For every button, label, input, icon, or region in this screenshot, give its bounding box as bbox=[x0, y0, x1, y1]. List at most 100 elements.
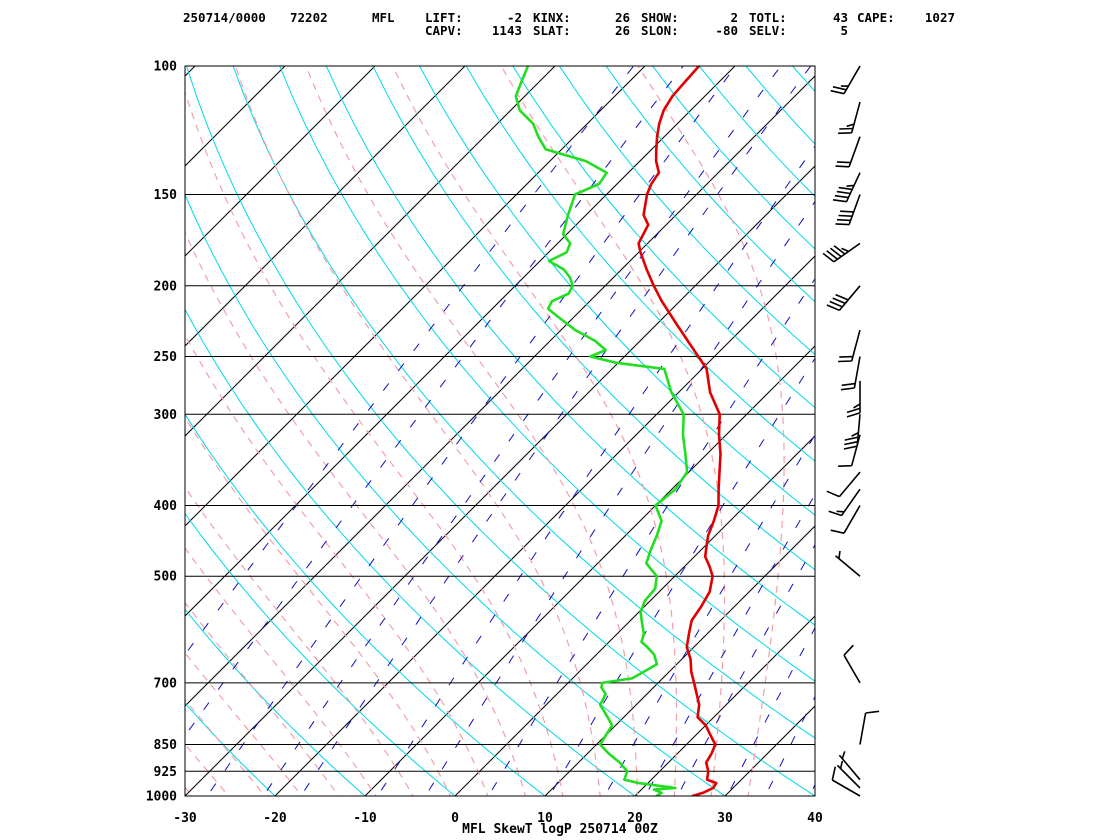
dry-adiabat-line bbox=[279, 66, 815, 682]
wind-barb bbox=[836, 760, 861, 789]
mixing-ratio-line bbox=[262, 66, 782, 796]
mixing-ratio-line bbox=[206, 66, 737, 796]
isotherm-line bbox=[364, 345, 815, 796]
dry-adiabat-line bbox=[418, 66, 815, 516]
dry-adiabat-line bbox=[185, 66, 815, 796]
wind-barb bbox=[843, 414, 861, 450]
isotherm-line bbox=[0, 33, 48, 812]
moist-adiabat-line bbox=[234, 66, 601, 796]
wind-barb bbox=[838, 751, 861, 781]
wind-barb bbox=[832, 172, 861, 203]
header-capv-value: 1143 bbox=[492, 23, 522, 38]
header-selv-value: 5 bbox=[840, 23, 848, 38]
moist-adiabat-line bbox=[185, 743, 230, 796]
wind-barbs bbox=[822, 65, 880, 797]
dry-adiabat-line bbox=[185, 413, 546, 796]
mixing-ratio-line bbox=[300, 66, 812, 796]
isotherm-line bbox=[185, 66, 556, 437]
header-station-time: 250714/0000 bbox=[183, 10, 266, 25]
header-show-label: SHOW: bbox=[641, 10, 679, 25]
temperature-axis-labels: -30 -20 -10 0 10 20 30 40 bbox=[173, 811, 823, 826]
background-lines bbox=[0, 33, 1120, 812]
dry-adiabat-line bbox=[185, 512, 456, 796]
dry-adiabat-line bbox=[512, 66, 815, 409]
temperature-tick-label: 20 bbox=[627, 811, 643, 826]
wind-barb bbox=[831, 766, 861, 797]
wind-barb bbox=[838, 101, 861, 135]
moist-adiabat-line bbox=[185, 698, 266, 796]
temperature-tick-label: -30 bbox=[173, 811, 197, 826]
dry-adiabat-line bbox=[605, 66, 815, 303]
isotherm-line bbox=[454, 435, 815, 796]
header-cape-label: CAPE: bbox=[857, 10, 895, 25]
wind-barb bbox=[835, 136, 861, 168]
pressure-tick-label: 925 bbox=[154, 765, 177, 780]
moist-adiabat-line bbox=[185, 90, 564, 796]
pressure-tick-label: 400 bbox=[154, 499, 178, 514]
pressure-axis-labels: 100 150 200 250 300 400 500 700 850 925 1000 bbox=[146, 60, 177, 805]
temperature-tick-label: 10 bbox=[537, 811, 553, 826]
isotherm-line bbox=[185, 75, 815, 707]
mixing-ratio-line bbox=[726, 626, 815, 796]
header-capv-label: CAPV: bbox=[425, 23, 463, 38]
header-cape-value: 1027 bbox=[925, 10, 955, 25]
wind-barb bbox=[830, 505, 861, 534]
wind-barb bbox=[838, 434, 861, 467]
isotherm-line bbox=[724, 705, 815, 796]
footer-title: MFL SkewT logP 250714 00Z bbox=[462, 822, 658, 837]
temperature-tick-label: 40 bbox=[807, 811, 823, 826]
header-lift-value: -2 bbox=[507, 10, 522, 25]
temperature-tick-label: -10 bbox=[353, 811, 377, 826]
mixing-ratio-line bbox=[604, 434, 815, 796]
isotherm-line bbox=[814, 795, 815, 796]
header-show-value: 2 bbox=[730, 10, 738, 25]
dry-adiabat-line bbox=[651, 66, 815, 250]
temperature-tick-label: 30 bbox=[717, 811, 733, 826]
isotherm-line bbox=[185, 165, 815, 796]
moist-adiabat-line bbox=[637, 66, 785, 796]
isotherm-line bbox=[274, 255, 815, 796]
header-slon-label: SLON: bbox=[641, 23, 679, 38]
profiles bbox=[514, 66, 722, 796]
isotherm-line bbox=[185, 66, 376, 257]
mixing-ratio-line bbox=[644, 493, 815, 796]
pressure-tick-label: 850 bbox=[154, 738, 178, 753]
temperature-tick-label: -20 bbox=[263, 811, 287, 826]
mixing-ratio-line bbox=[549, 357, 815, 796]
dry-adiabat-line bbox=[900, 33, 1120, 812]
isotherm-line bbox=[544, 525, 815, 796]
dry-adiabat-line bbox=[855, 33, 1120, 812]
header-selv-label: SELV: bbox=[749, 23, 787, 38]
isotherm-line bbox=[634, 615, 815, 796]
pressure-tick-label: 100 bbox=[154, 60, 178, 75]
pressure-tick-label: 150 bbox=[154, 188, 178, 203]
pressure-tick-label: 500 bbox=[154, 570, 178, 585]
wind-barb bbox=[843, 644, 861, 684]
mixing-ratio-line bbox=[185, 66, 684, 737]
mixing-ratio-line bbox=[377, 145, 815, 796]
mixing-ratio-line bbox=[676, 543, 815, 796]
wind-barb bbox=[826, 285, 861, 312]
moist-adiabat-line bbox=[185, 416, 452, 796]
wind-barb bbox=[826, 471, 861, 498]
dry-adiabat-line bbox=[185, 702, 276, 796]
isotherm-line bbox=[890, 33, 1120, 812]
header-slon-value: -80 bbox=[715, 23, 738, 38]
pressure-tick-label: 200 bbox=[154, 279, 178, 294]
header: 250714/0000 72202 MFL LIFT: -2 KINX: 26 … bbox=[183, 10, 955, 38]
moist-adiabat-line bbox=[305, 66, 638, 796]
header-kinx-value: 26 bbox=[615, 10, 630, 25]
pressure-tick-label: 300 bbox=[154, 408, 178, 423]
temperature-profile-line bbox=[637, 66, 722, 796]
dry-adiabat-line bbox=[558, 66, 815, 356]
moist-adiabat-line bbox=[185, 486, 414, 796]
dewpoint-profile-line bbox=[514, 66, 689, 796]
isotherm-line bbox=[185, 66, 466, 347]
mixing-ratio-line bbox=[185, 66, 634, 656]
header-kinx-label: KINX: bbox=[533, 10, 571, 25]
header-lift-label: LIFT: bbox=[425, 10, 463, 25]
wind-barb bbox=[838, 329, 861, 363]
plot-frame bbox=[184, 65, 816, 797]
wind-barb bbox=[830, 65, 861, 95]
